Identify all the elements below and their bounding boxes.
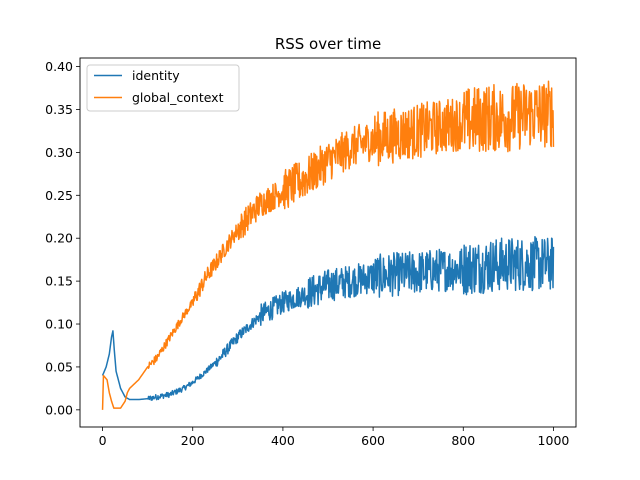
y-tick-label: 0.35 xyxy=(45,102,73,117)
y-tick-label: 0.10 xyxy=(45,317,73,332)
plot-frame xyxy=(79,57,577,428)
x-tick-label: 800 xyxy=(451,433,475,448)
y-tick-label: 0.30 xyxy=(45,145,73,160)
series-line-identity xyxy=(101,235,555,401)
x-tick-label: 0 xyxy=(99,433,107,448)
chart-title: RSS over time xyxy=(275,35,381,53)
legend-box xyxy=(86,64,240,112)
axes-layer: 0 200 400 600 800 1000 0.00 0.05 0.10 0.15 0.20 0.2… xyxy=(45,59,569,448)
y-tick-label: 0.05 xyxy=(45,359,73,374)
legend-label-identity: identity xyxy=(132,68,180,83)
x-tick-label: 400 xyxy=(271,433,295,448)
legend-label-global-context: global_context xyxy=(132,90,224,105)
legend: identity global_context xyxy=(86,64,240,112)
x-tick-label: 600 xyxy=(361,433,385,448)
y-tick-label: 0.00 xyxy=(45,402,73,417)
series-layer xyxy=(101,80,555,410)
x-tick-label: 1000 xyxy=(538,433,570,448)
y-tick-label: 0.40 xyxy=(45,59,73,74)
y-tick-label: 0.15 xyxy=(45,274,73,289)
y-tick-label: 0.25 xyxy=(45,188,73,203)
x-tick-label: 200 xyxy=(181,433,205,448)
series-line-global-context xyxy=(101,80,555,410)
y-tick-label: 0.20 xyxy=(45,231,73,246)
